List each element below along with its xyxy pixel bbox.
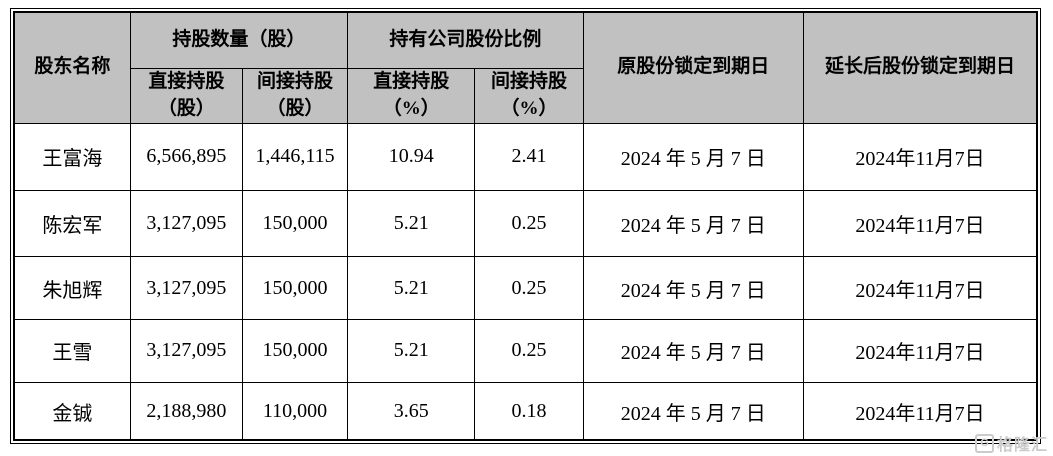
header-indirect-holding-percent: 间接持股 （%） — [474, 67, 584, 124]
gelonghui-logo-icon: G — [974, 433, 994, 453]
cell-extended-lock-date: 2024年11月7日 — [803, 382, 1038, 441]
cell-direct-pct: 5.21 — [347, 318, 476, 384]
cell-shareholder: 金铖 — [13, 382, 131, 441]
header-shareholder-name: 股东名称 — [13, 11, 131, 124]
header-direct-holding-percent: 直接持股 （%） — [347, 67, 476, 124]
cell-direct-shares: 3,127,095 — [129, 256, 243, 320]
header-holding-quantity-group: 持股数量（股） — [129, 11, 349, 69]
cell-direct-shares: 3,127,095 — [129, 318, 243, 384]
cell-shareholder: 陈宏军 — [13, 189, 131, 258]
header-original-lock-date: 原股份锁定到期日 — [582, 11, 805, 124]
cell-indirect-pct: 0.25 — [474, 256, 584, 320]
cell-direct-pct: 10.94 — [347, 122, 476, 191]
cell-indirect-pct: 2.41 — [474, 122, 584, 191]
cell-original-lock-date: 2024 年 5 月 7 日 — [582, 382, 805, 441]
header-direct-holding-shares: 直接持股 （股） — [129, 67, 243, 124]
cell-shareholder: 王雪 — [13, 318, 131, 384]
gelonghui-watermark-text: 格隆汇 — [996, 437, 1048, 454]
lockup-table: 股东名称 持股数量（股） 持有公司股份比例 原股份锁定到期日 延长后股份锁定到期… — [13, 11, 1038, 441]
header-extended-lock-date: 延长后股份锁定到期日 — [803, 11, 1038, 124]
cell-extended-lock-date: 2024年11月7日 — [803, 122, 1038, 191]
cell-direct-shares: 2,188,980 — [129, 382, 243, 441]
cell-indirect-shares: 150,000 — [241, 318, 349, 384]
cell-direct-shares: 6,566,895 — [129, 122, 243, 191]
cell-original-lock-date: 2024 年 5 月 7 日 — [582, 256, 805, 320]
cell-direct-pct: 3.65 — [347, 382, 476, 441]
shareholder-lockup-table: 股东名称 持股数量（股） 持有公司股份比例 原股份锁定到期日 延长后股份锁定到期… — [10, 8, 1041, 444]
cell-direct-pct: 5.21 — [347, 189, 476, 258]
cell-indirect-shares: 110,000 — [241, 382, 349, 441]
cell-direct-pct: 5.21 — [347, 256, 476, 320]
cell-extended-lock-date: 2024年11月7日 — [803, 189, 1038, 258]
cell-extended-lock-date: 2024年11月7日 — [803, 256, 1038, 320]
cell-direct-shares: 3,127,095 — [129, 189, 243, 258]
cell-indirect-pct: 0.18 — [474, 382, 584, 441]
header-holding-ratio-group: 持有公司股份比例 — [347, 11, 584, 69]
table-row: 王雪 3,127,095 150,000 5.21 0.25 2024 年 5 … — [13, 318, 1038, 384]
cell-indirect-pct: 0.25 — [474, 189, 584, 258]
cell-indirect-pct: 0.25 — [474, 318, 584, 384]
cell-indirect-shares: 150,000 — [241, 189, 349, 258]
table-row: 朱旭辉 3,127,095 150,000 5.21 0.25 2024 年 5… — [13, 256, 1038, 320]
cell-shareholder: 朱旭辉 — [13, 256, 131, 320]
table-row: 王富海 6,566,895 1,446,115 10.94 2.41 2024 … — [13, 122, 1038, 191]
cell-shareholder: 王富海 — [13, 122, 131, 191]
cell-indirect-shares: 1,446,115 — [241, 122, 349, 191]
table-row: 金铖 2,188,980 110,000 3.65 0.18 2024 年 5 … — [13, 382, 1038, 441]
gelonghui-watermark: G 格隆汇 — [974, 431, 1048, 455]
table-row: 陈宏军 3,127,095 150,000 5.21 0.25 2024 年 5… — [13, 189, 1038, 258]
cell-original-lock-date: 2024 年 5 月 7 日 — [582, 318, 805, 384]
cell-original-lock-date: 2024 年 5 月 7 日 — [582, 189, 805, 258]
cell-indirect-shares: 150,000 — [241, 256, 349, 320]
cell-extended-lock-date: 2024年11月7日 — [803, 318, 1038, 384]
header-indirect-holding-shares: 间接持股 （股） — [241, 67, 349, 124]
cell-original-lock-date: 2024 年 5 月 7 日 — [582, 122, 805, 191]
